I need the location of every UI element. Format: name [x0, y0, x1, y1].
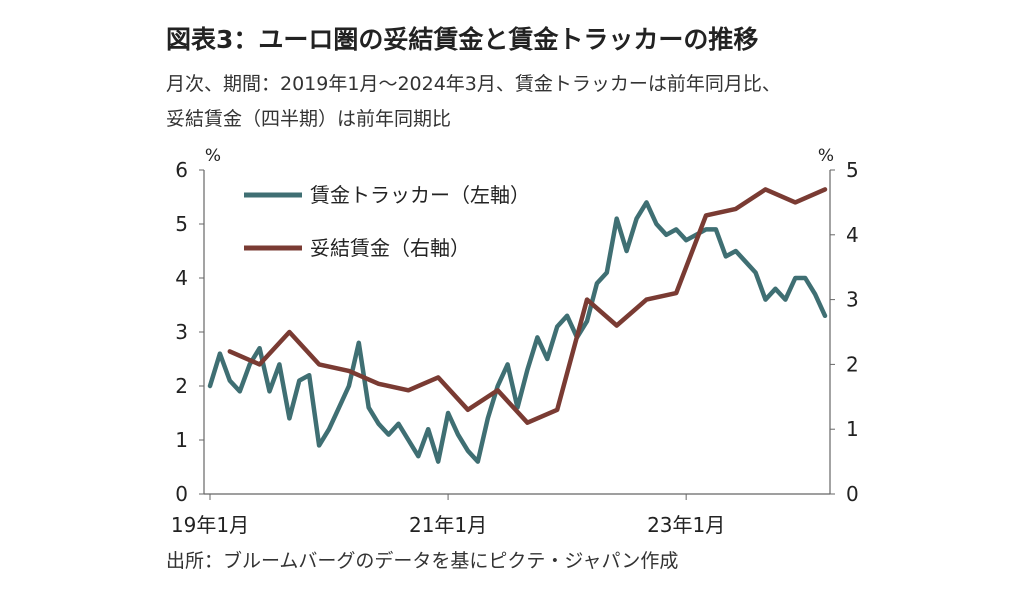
right-tick-label: 3 — [846, 288, 859, 312]
left-tick-label: 2 — [175, 374, 188, 398]
source-note: 出所：ブルームバーグのデータを基にピクテ・ジャパン作成 — [166, 550, 679, 572]
series-negotiated-line — [227, 187, 828, 425]
left-tick-label: 5 — [175, 212, 188, 236]
right-tick-label: 1 — [846, 417, 859, 441]
left-tick-label: 3 — [175, 320, 188, 344]
legend-label-tracker: 賃金トラッカー（左軸） — [310, 183, 530, 207]
left-tick-label: 6 — [175, 158, 188, 182]
left-axis-unit: % — [205, 146, 221, 166]
right-tick-label: 4 — [846, 223, 859, 247]
left-tick-label: 0 — [175, 482, 188, 506]
right-tick-label: 0 — [846, 482, 859, 506]
series-layer — [207, 187, 828, 464]
series-tracker-line — [207, 200, 828, 464]
chart-title: 図表3：ユーロ圏の妥結賃金と賃金トラッカーの推移 — [166, 25, 759, 54]
x-tick-label: 21年1月 — [409, 513, 487, 537]
legend: 賃金トラッカー（左軸） 妥結賃金（右軸） — [244, 183, 530, 260]
x-tick-label: 19年1月 — [171, 513, 249, 537]
right-axis-unit: % — [818, 146, 834, 166]
x-axis-ticks: 19年1月 21年1月 23年1月 — [171, 494, 725, 537]
right-axis-ticks: 0 1 2 3 4 5 — [830, 158, 859, 506]
left-axis-ticks: 0 1 2 3 4 5 6 — [175, 158, 204, 506]
left-tick-label: 1 — [175, 428, 188, 452]
right-tick-label: 2 — [846, 352, 859, 376]
right-tick-label: 5 — [846, 158, 859, 182]
x-tick-label: 23年1月 — [647, 513, 725, 537]
chart-subtitle-line2: 妥結賃金（四半期）は前年同期比 — [166, 108, 452, 130]
chart-subtitle-line1: 月次、期間：2019年1月～2024年3月、賃金トラッカーは前年同月比、 — [166, 73, 781, 95]
left-tick-label: 4 — [175, 266, 188, 290]
axes — [203, 170, 831, 495]
legend-label-negotiated: 妥結賃金（右軸） — [310, 236, 470, 260]
